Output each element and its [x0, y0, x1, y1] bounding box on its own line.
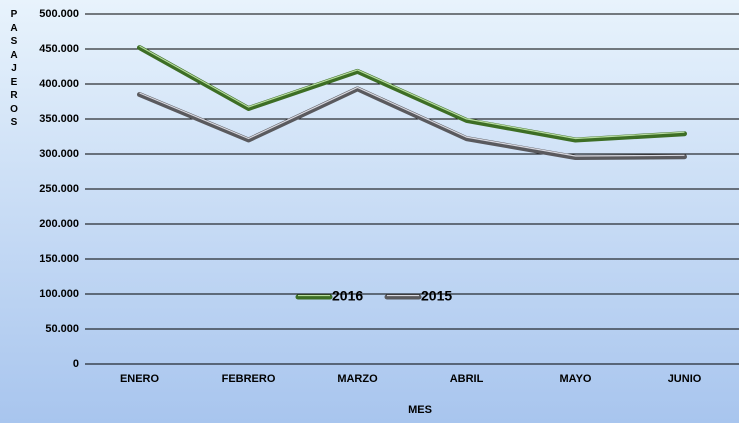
x-tick-label: JUNIO	[668, 373, 702, 385]
legend-label: 2015	[421, 288, 452, 304]
y-axis-label: PASAJEROS	[10, 9, 18, 128]
y-tick-label: 100.000	[39, 288, 79, 300]
line-series	[137, 86, 687, 160]
y-tick-label: 150.000	[39, 253, 79, 265]
x-tick-label: FEBRERO	[222, 373, 276, 385]
y-tick-label: 200.000	[39, 218, 79, 230]
line-series	[137, 45, 687, 143]
y-tick-label: 250.000	[39, 183, 79, 195]
y-tick-label: 350.000	[39, 113, 79, 125]
y-tick-label: 300.000	[39, 148, 79, 160]
y-tick-label: 400.000	[39, 78, 79, 90]
y-tick-label: 0	[73, 358, 79, 370]
x-tick-label: MARZO	[337, 373, 378, 385]
x-tick-label: ENERO	[120, 373, 160, 385]
y-tick-label: 450.000	[39, 43, 79, 55]
line-highlight	[139, 86, 685, 157]
y-tick-label: 500.000	[39, 8, 79, 20]
line-highlight	[139, 45, 685, 140]
x-tick-label: ABRIL	[450, 373, 484, 385]
x-tick-label: MAYO	[560, 373, 592, 385]
legend-label: 2016	[332, 288, 363, 304]
x-axis-label: MES	[408, 404, 432, 416]
y-tick-label: 50.000	[45, 323, 79, 335]
